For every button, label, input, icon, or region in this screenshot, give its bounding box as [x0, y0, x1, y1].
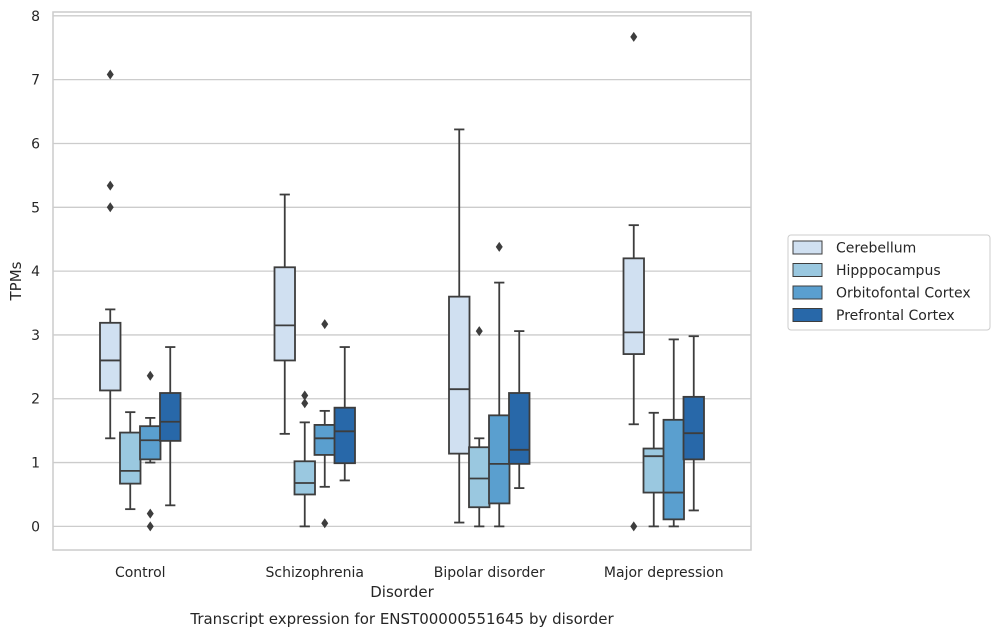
outlier-marker — [146, 508, 154, 519]
y-tick-label: 4 — [31, 264, 40, 280]
iqr-box — [99, 321, 122, 392]
legend-swatch — [792, 308, 823, 322]
outlier-marker — [630, 521, 638, 532]
x-tick-label: Bipolar disorder — [434, 565, 545, 581]
iqr-box — [488, 414, 511, 505]
box-hipppocampus — [293, 390, 316, 528]
outlier-marker — [106, 69, 114, 80]
y-tick-label: 3 — [31, 328, 40, 344]
box-hipppocampus — [119, 411, 142, 511]
iqr-box — [642, 447, 665, 494]
box-orbitofontal-cortex — [139, 370, 162, 532]
iqr-box — [448, 295, 471, 455]
legend-swatch — [792, 240, 823, 255]
x-tick-label: Control — [115, 565, 166, 581]
box-cerebellum — [273, 193, 296, 435]
box-groups — [99, 31, 705, 532]
legend-label: Hipppocampus — [836, 263, 941, 279]
y-tick-label: 8 — [31, 9, 40, 25]
x-tick-label: Major depression — [604, 565, 724, 581]
iqr-box — [333, 406, 356, 465]
outlier-marker — [630, 31, 638, 42]
iqr-box — [662, 418, 685, 521]
outlier-marker — [321, 319, 329, 330]
legend-label: Orbitofontal Cortex — [836, 286, 971, 302]
iqr-box — [622, 257, 645, 355]
box-cerebellum — [99, 69, 122, 440]
y-axis-ticks: 0 1 2 3 4 5 6 7 8 — [31, 9, 40, 536]
outlier-marker — [495, 241, 503, 252]
legend: Cerebellum Hipppocampus Orbitofontal Corte… — [787, 234, 991, 331]
y-tick-label: 2 — [31, 392, 40, 408]
legend-swatch — [792, 285, 823, 300]
box-orbitofontal-cortex — [313, 319, 336, 529]
outlier-marker — [146, 521, 154, 532]
legend-swatch — [792, 263, 823, 277]
legend-label: Cerebellum — [836, 241, 916, 257]
box-cerebellum — [448, 128, 471, 524]
x-axis-label: Disorder — [370, 583, 434, 601]
outlier-marker — [301, 390, 309, 401]
x-axis-ticks: Control Schizophrenia Bipolar disorder Majo… — [115, 565, 724, 581]
y-tick-label: 1 — [31, 456, 40, 472]
iqr-box — [159, 392, 182, 442]
iqr-box — [682, 395, 705, 461]
outlier-marker — [146, 370, 154, 381]
outlier-marker — [301, 398, 309, 409]
y-axis-label: TPMs — [7, 261, 25, 301]
box-prefrontal-cortex — [508, 330, 531, 489]
iqr-box — [273, 266, 296, 362]
box-prefrontal-cortex — [333, 346, 356, 482]
outlier-marker — [106, 180, 114, 191]
y-tick-label: 6 — [31, 136, 40, 152]
legend-label: Prefrontal Cortex — [836, 308, 955, 324]
outlier-marker — [106, 202, 114, 213]
y-tick-label: 0 — [31, 519, 40, 535]
box-cerebellum — [622, 31, 645, 532]
iqr-box — [468, 446, 491, 509]
iqr-box — [293, 460, 316, 496]
iqr-box — [508, 392, 531, 465]
y-tick-label: 5 — [31, 200, 40, 216]
iqr-box — [313, 424, 336, 456]
chart-title: Transcript expression for ENST0000055164… — [189, 610, 614, 628]
iqr-box — [119, 431, 142, 485]
legend-frame — [787, 234, 991, 331]
x-tick-label: Schizophrenia — [266, 565, 364, 581]
outlier-marker — [475, 326, 483, 337]
box-hipppocampus — [642, 411, 665, 528]
box-prefrontal-cortex — [682, 335, 705, 512]
outlier-marker — [321, 518, 329, 529]
y-tick-label: 7 — [31, 73, 40, 89]
plot-frame — [52, 11, 752, 551]
box-orbitofontal-cortex — [662, 338, 685, 528]
iqr-box — [139, 425, 162, 461]
box-prefrontal-cortex — [159, 346, 182, 507]
